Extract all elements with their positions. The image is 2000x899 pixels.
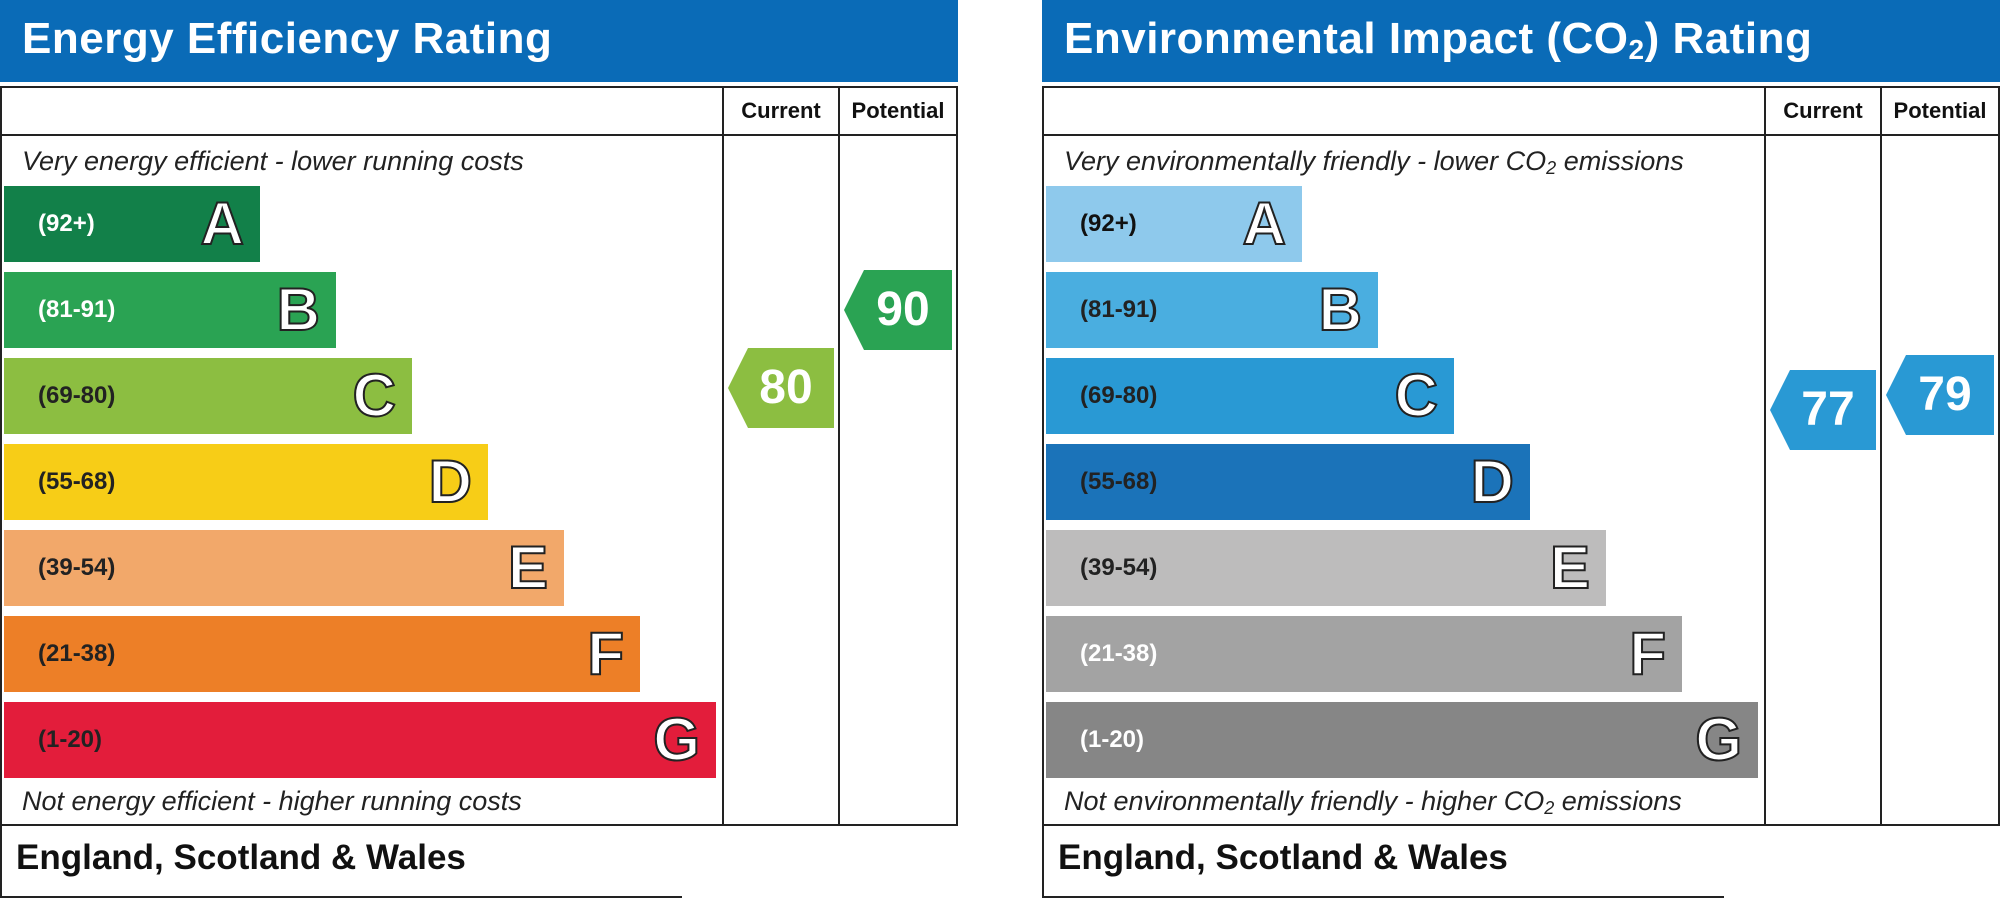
band-letter: A [200,189,245,258]
band-range-label: (92+) [1080,210,1137,237]
band-letter: C [1394,361,1439,430]
energy-title: Energy Efficiency Rating [22,14,553,63]
caption-subscript: 2 [1546,158,1557,178]
band-range-label: (1-20) [38,726,103,753]
rating-band-g: (1-20) G [4,702,716,778]
band-letter: C [352,361,397,430]
band-range-label: (69-80) [38,382,116,409]
rating-arrow-shape [728,348,834,428]
energy-caption-bottom: Not energy efficient - higher running co… [22,786,522,816]
band-range-label: (92+) [38,210,95,237]
rating-band-c: (69-80) C [1046,358,1454,434]
title-part: ) Rating [1644,14,1813,63]
rating-band-g: (1-20) G [1046,702,1758,778]
environment-caption-bottom: Not environmentally friendly - higher CO… [1064,786,1682,819]
title-subscript: 2 [1628,34,1645,65]
environment-potential-header: Potential [1893,98,1987,123]
rating-band-d: (55-68) D [4,444,488,520]
environment-current-header: Current [1783,98,1863,123]
band-letter: B [1318,275,1363,344]
rating-band-b: (81-91) B [1046,272,1378,348]
rating-value: 77 [1801,383,1855,437]
rating-band-a: (92+) A [1046,186,1302,262]
header-divider [2,134,956,136]
energy-caption-top: Very energy efficient - lower running co… [22,146,524,176]
environment-footer: England, Scotland & Wales [1042,824,1724,898]
caption-part: emissions [1554,786,1682,816]
band-range-label: (69-80) [1080,382,1158,409]
energy-footer: England, Scotland & Wales [0,824,682,898]
band-letter: F [586,619,625,688]
title-part: Environmental Impact (CO [1064,14,1629,63]
caption-part: Not environmentally friendly - higher CO [1064,786,1545,816]
band-letter: A [1242,189,1287,258]
energy-current-rating-arrow: 80 [728,348,834,428]
band-letter: G [1694,705,1743,774]
band-letter: F [1628,619,1667,688]
caption-part: Very environmentally friendly - lower CO [1064,146,1547,176]
caption-part: emissions [1556,146,1684,176]
band-letter: D [428,447,473,516]
band-letter: E [1549,533,1591,602]
band-letter: G [652,705,701,774]
band-range-label: (55-68) [38,468,116,495]
column-divider [1764,88,1766,824]
rating-value: 90 [876,283,930,337]
energy-current-header: Current [741,98,821,123]
column-divider [1880,88,1882,824]
band-range-label: (1-20) [1080,726,1145,753]
rating-value: 79 [1918,368,1972,422]
environment-footer-text: England, Scotland & Wales [1058,838,1508,877]
rating-arrow-polygon [1886,355,1994,436]
energy-potential-rating-arrow: 90 [844,270,952,351]
environment-caption-top: Very environmentally friendly - lower CO… [1064,146,1684,179]
environment-title-bar: Environmental Impact (CO2) Rating [1042,0,2000,82]
band-range-label: (55-68) [1080,468,1158,495]
rating-band-c: (69-80) C [4,358,412,434]
band-range-label: (39-54) [38,554,116,581]
rating-band-b: (81-91) B [4,272,336,348]
rating-arrow-shape [1886,355,1994,436]
environment-current-rating-arrow: 77 [1770,370,1876,451]
header-divider [1044,134,1998,136]
energy-frame: Current Potential Very energy efficient … [0,86,958,826]
band-range-label: (21-38) [1080,640,1158,667]
energy-efficiency-chart: Energy Efficiency Rating Current Potenti… [0,0,958,899]
band-range-label: (21-38) [38,640,116,667]
rating-band-f: (21-38) F [4,616,640,692]
energy-title-bar: Energy Efficiency Rating [0,0,958,82]
rating-arrow-shape [844,270,952,351]
band-letter: D [1470,447,1515,516]
band-range-label: (39-54) [1080,554,1158,581]
band-letter: B [276,275,321,344]
rating-value: 80 [759,361,813,414]
rating-band-a: (92+) A [4,186,260,262]
energy-potential-header: Potential [851,98,945,123]
rating-arrow-polygon [844,270,952,351]
environment-title: Environmental Impact (CO2) Rating [1064,14,1812,66]
column-divider [722,88,724,824]
rating-band-e: (39-54) E [4,530,564,606]
rating-band-e: (39-54) E [1046,530,1606,606]
band-letter: E [507,533,549,602]
rating-band-d: (55-68) D [1046,444,1530,520]
caption-subscript: 2 [1544,798,1555,818]
environmental-impact-chart: Environmental Impact (CO2) Rating Curren… [1042,0,2000,899]
energy-footer-text: England, Scotland & Wales [16,838,466,877]
environment-frame: Current Potential Very environmentally f… [1042,86,2000,826]
rating-arrow-shape [1770,370,1876,451]
rating-arrow-polygon [1770,370,1876,451]
column-divider [838,88,840,824]
rating-arrow-polygon [728,348,834,428]
environment-potential-rating-arrow: 79 [1886,355,1994,436]
band-range-label: (81-91) [1080,296,1158,323]
band-range-label: (81-91) [38,296,116,323]
rating-band-f: (21-38) F [1046,616,1682,692]
